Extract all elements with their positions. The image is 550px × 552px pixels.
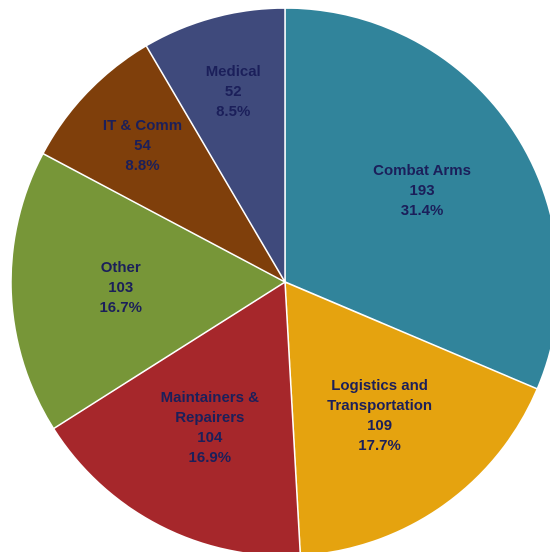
slice-value: 103 [108,279,134,297]
slice-share: 8.8% [125,156,160,174]
slice-category: Other [100,259,141,277]
slice-value: 54 [134,136,151,154]
slice-label: Medical 52 8.5% [163,62,303,122]
slice-category: Medical [205,62,261,80]
slice-share: 31.4% [400,202,444,220]
pie-slice [145,7,286,285]
slice-share: 16.9% [188,449,232,467]
pie-slice [41,44,287,284]
slice-label: Logistics and Transportation 109 17.7% [317,376,442,456]
slice-label: Combat Arms 193 31.4% [352,161,492,221]
pie-slice [52,280,301,552]
slice-category: Logistics and Transportation [327,377,433,415]
slice-label: Maintainers & Repairers 104 16.9% [147,388,272,468]
slice-value: 109 [367,417,393,435]
slice-label: IT & Comm 54 8.8% [73,116,213,176]
slice-value: 193 [409,182,435,200]
slice-label: Other 103 16.7% [58,258,183,318]
slice-value: 52 [224,82,242,100]
pie-slice [10,152,287,430]
slice-value: 104 [197,429,223,447]
slice-category: Combat Arms [373,162,471,180]
slice-share: 17.7% [358,437,401,455]
slice-category: IT & Comm [102,116,183,134]
slice-share: 8.5% [216,102,251,120]
pie-slice [284,7,550,390]
slice-category: Maintainers & Repairers [160,389,259,427]
slice-share: 16.7% [99,299,142,317]
